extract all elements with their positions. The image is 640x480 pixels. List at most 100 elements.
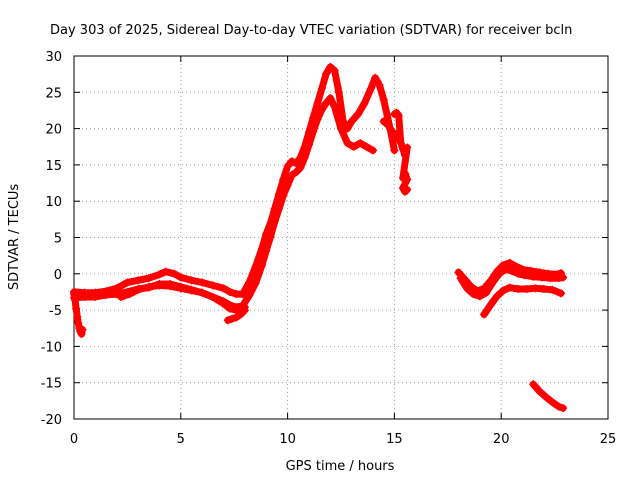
data-point [360, 99, 369, 108]
data-point [379, 95, 388, 104]
data-point [383, 120, 392, 129]
data-point [223, 316, 232, 325]
data-point [401, 169, 410, 178]
data-point [369, 146, 378, 155]
data-point [257, 261, 266, 270]
data-point [219, 299, 228, 308]
data-point [71, 295, 80, 304]
data-point [356, 139, 365, 148]
data-point [463, 284, 472, 293]
data-point [283, 181, 292, 190]
data-point [91, 293, 100, 302]
data-point [317, 84, 326, 93]
data-point [330, 66, 339, 75]
y-tick-label: -20 [41, 413, 62, 428]
data-point [401, 151, 410, 160]
series-scatter-15 [390, 108, 412, 196]
data-point [394, 111, 403, 120]
data-point [279, 175, 288, 184]
data-point [245, 291, 254, 300]
data-point [507, 266, 516, 275]
data-point [232, 313, 241, 322]
x-tick-label: 15 [386, 432, 403, 447]
data-point [123, 278, 132, 287]
x-tick-label: 0 [70, 432, 78, 447]
data-point [347, 117, 356, 126]
data-point [225, 287, 234, 296]
data-point [144, 282, 153, 291]
data-point [396, 139, 405, 148]
data-point [228, 314, 237, 323]
data-point [539, 285, 548, 294]
data-point [535, 387, 544, 396]
data-point [70, 290, 78, 299]
data-point [80, 293, 89, 302]
data-point [349, 142, 358, 151]
y-tick-label: 15 [45, 159, 62, 174]
data-point [495, 269, 504, 278]
data-point [403, 143, 412, 152]
data-point [330, 102, 339, 111]
data-point [166, 282, 175, 291]
data-point [379, 117, 388, 126]
data-point [529, 380, 538, 389]
series-evening-b [456, 265, 568, 301]
series-start-tail [70, 290, 87, 339]
series-tail-neg [529, 380, 568, 413]
data-point [520, 271, 529, 280]
data-point [225, 304, 234, 313]
data-point [546, 274, 555, 283]
data-point [475, 292, 484, 301]
data-point [531, 284, 540, 293]
y-tick-label: 20 [45, 123, 62, 138]
data-point [279, 191, 288, 200]
data-point [275, 204, 284, 213]
x-tick-label: 5 [177, 432, 185, 447]
data-point [548, 398, 557, 407]
data-point [492, 292, 501, 301]
data-point [102, 290, 111, 299]
data-point [486, 301, 495, 310]
data-point [343, 139, 352, 148]
data-point [482, 288, 491, 297]
data-point [557, 289, 566, 298]
data-point [73, 312, 82, 321]
data-point [354, 110, 363, 119]
data-point [134, 285, 143, 294]
y-tick-label: 30 [45, 50, 62, 65]
data-point [232, 306, 241, 315]
data-point [514, 269, 523, 278]
data-point [251, 279, 260, 288]
data-point [270, 217, 279, 226]
data-point [176, 284, 185, 293]
data-point [454, 268, 463, 277]
data-point [176, 273, 185, 282]
data-point [238, 290, 247, 299]
data-point [326, 94, 335, 103]
data-point [317, 105, 326, 114]
x-tick-label: 20 [493, 432, 510, 447]
y-tick-label: 10 [45, 195, 62, 210]
data-point [266, 232, 275, 241]
chart-title: Day 303 of 2025, Sidereal Day-to-day VTE… [50, 23, 572, 38]
data-point [304, 140, 313, 149]
data-point [388, 128, 397, 137]
data-point [240, 306, 249, 315]
data-point [505, 258, 514, 267]
data-point [554, 402, 563, 411]
data-point [366, 84, 375, 93]
data-point [134, 276, 143, 285]
data-point [456, 274, 465, 283]
data-point [198, 288, 207, 297]
data-point [313, 99, 322, 108]
x-tick-label: 10 [279, 432, 296, 447]
data-point [219, 284, 228, 293]
data-point [208, 281, 217, 290]
data-point [542, 393, 551, 402]
series-evening-c [480, 283, 566, 319]
data-point [262, 246, 271, 255]
data-point [499, 286, 508, 295]
data-point [245, 278, 254, 287]
data-point [501, 265, 510, 274]
data-point [548, 285, 557, 294]
